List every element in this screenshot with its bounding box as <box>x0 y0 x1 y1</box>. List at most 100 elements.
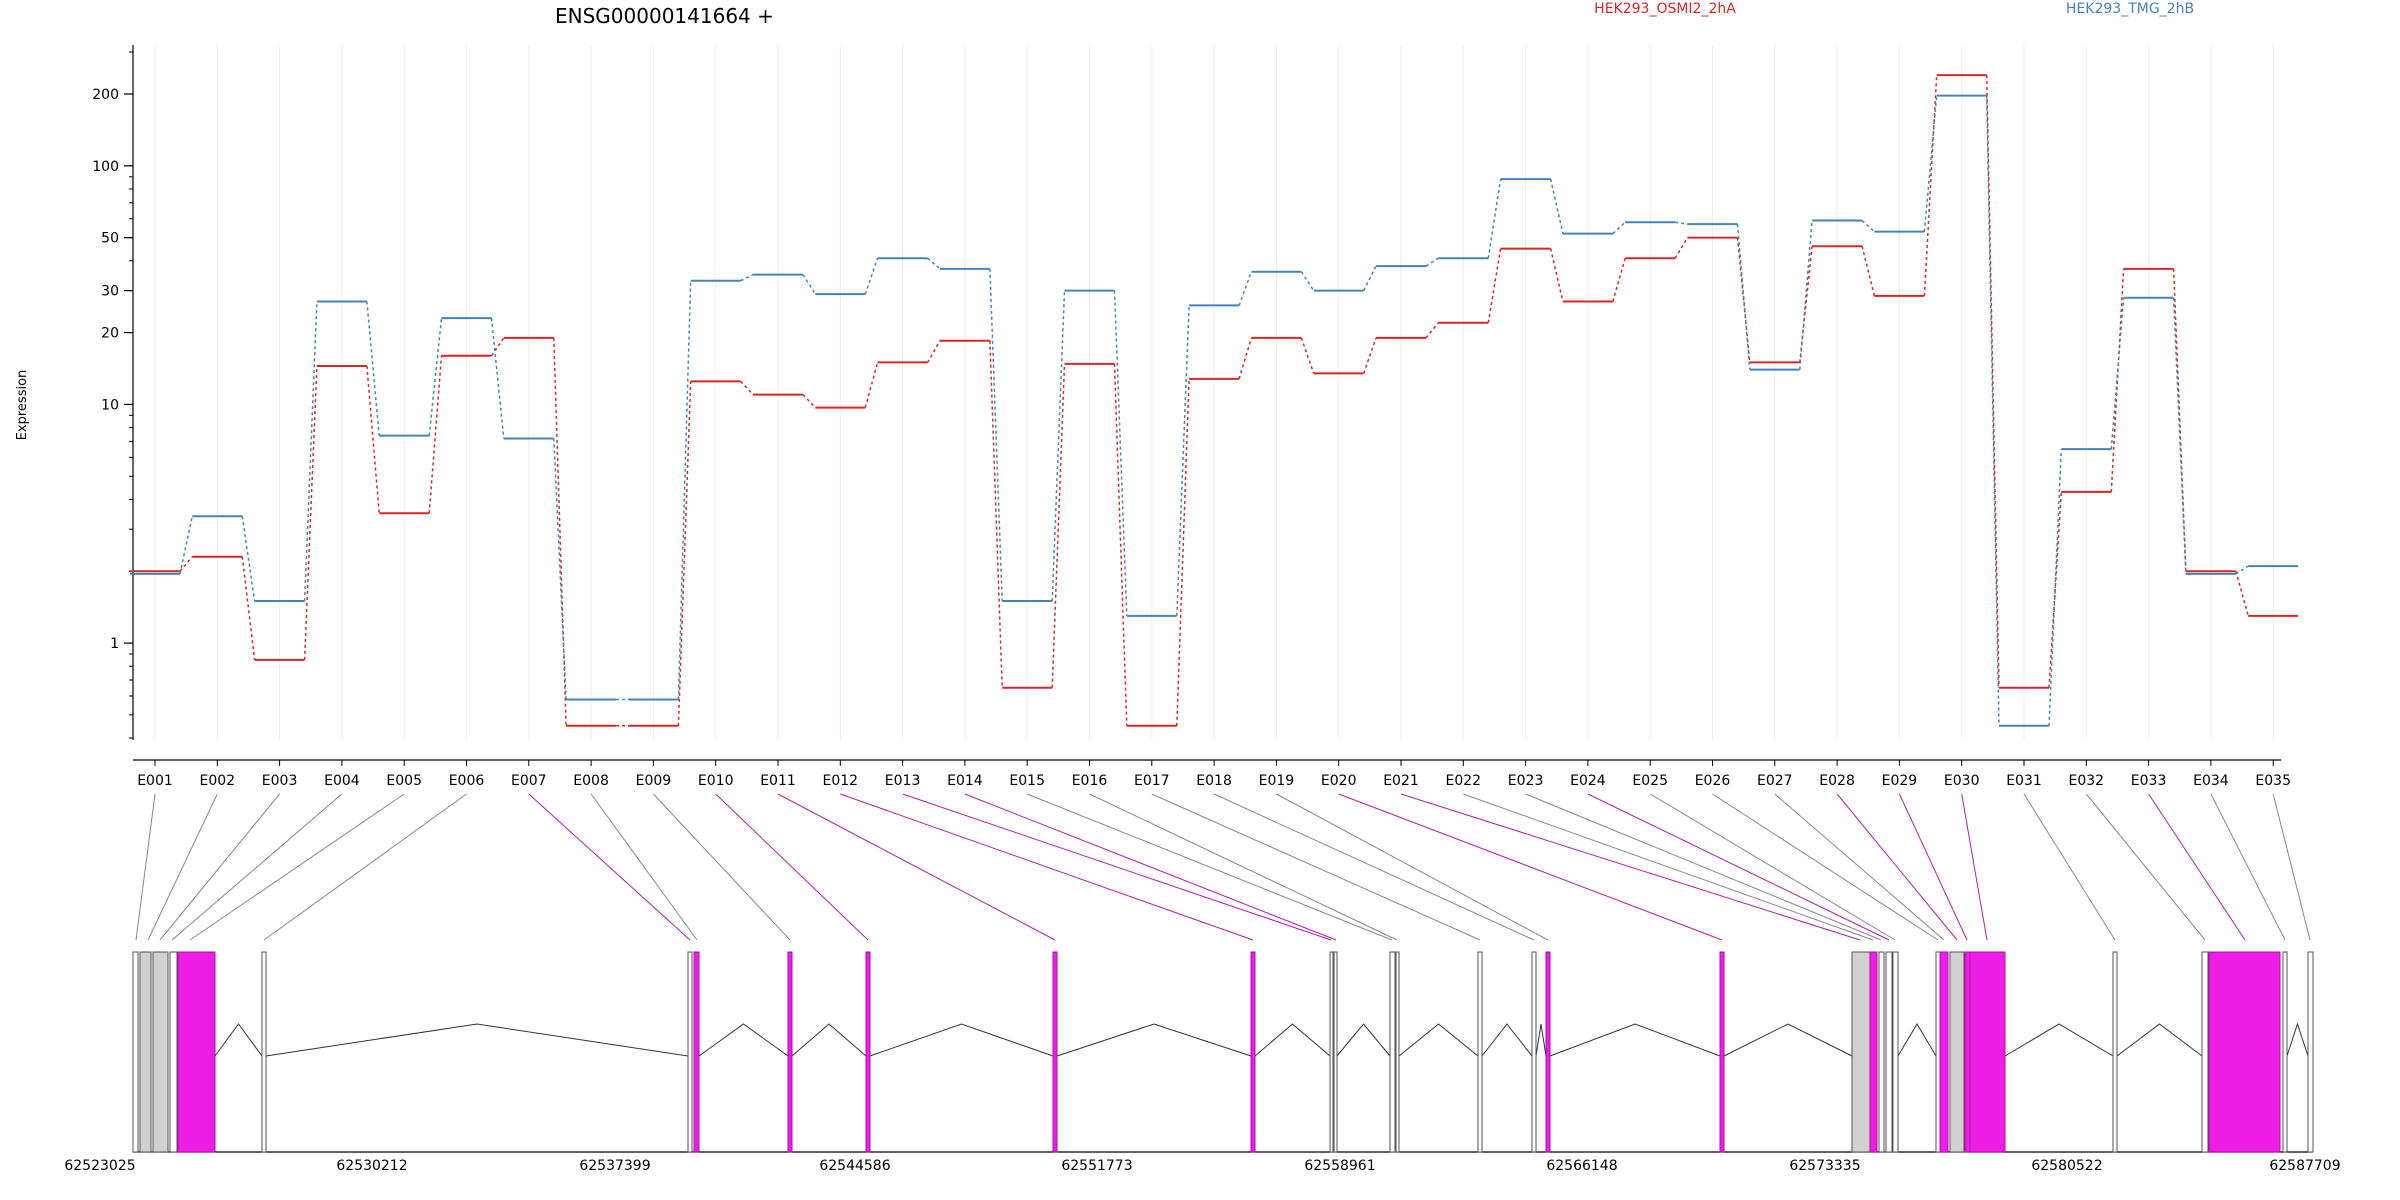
exon-connector <box>777 793 1056 941</box>
exon-connector <box>1774 793 1945 941</box>
intron-line <box>1535 1023 1547 1057</box>
exon <box>1878 951 1885 1153</box>
series-connector <box>2235 571 2249 617</box>
y-tick-label: 10 <box>101 397 119 413</box>
series-connector <box>926 340 941 363</box>
intron-line <box>265 1023 689 1057</box>
series-connector <box>2172 297 2187 574</box>
exon-connector <box>1961 793 1988 941</box>
exon <box>1333 951 1338 1153</box>
exon-connector <box>964 793 1337 941</box>
x-tick-label: E008 <box>573 773 609 789</box>
intron-line <box>2286 1022 2309 1057</box>
exon-connector <box>1213 793 1535 941</box>
series-connector <box>1736 224 1751 370</box>
x-tick-label: E035 <box>2255 773 2291 789</box>
series-connector <box>179 556 193 572</box>
series-connector <box>2048 491 2063 688</box>
x-tick-label: E024 <box>1570 773 1606 789</box>
exon-connector <box>1089 793 1398 941</box>
series-connector <box>490 318 505 439</box>
series-connector <box>1300 337 1315 374</box>
x-tick-label: E026 <box>1695 773 1731 789</box>
exon-connector <box>1587 793 1890 941</box>
exon-connector <box>1836 793 1958 941</box>
exon-connector <box>171 793 343 941</box>
series-connector <box>241 556 256 660</box>
genome-coordinate-label: 62551773 <box>1061 1158 1132 1174</box>
x-tick-label: E017 <box>1134 773 1170 789</box>
exon <box>169 951 178 1153</box>
exon-connector <box>653 793 791 941</box>
series-connector <box>1923 75 1938 296</box>
series-HEK293_TMG_2hB <box>130 94 2299 727</box>
exon-connector <box>1027 793 1393 941</box>
exon <box>1395 951 1400 1153</box>
x-tick-label: E030 <box>1944 773 1980 789</box>
intron-line <box>2116 1023 2203 1057</box>
series-connector <box>1612 221 1626 235</box>
series-connector <box>864 362 879 408</box>
series-connector <box>1176 378 1190 726</box>
intron-line <box>1254 1023 1331 1057</box>
exon-connector <box>902 793 1332 941</box>
x-tick-label: E016 <box>1072 773 1108 789</box>
series-connector <box>740 380 754 396</box>
y-tick-label: 1 <box>110 636 119 652</box>
intron-line <box>2004 1023 2114 1057</box>
genome-coordinate-label: 62587709 <box>2269 1158 2340 1174</box>
series-connector <box>1549 248 1564 302</box>
series-connector <box>1675 221 1688 225</box>
exon-connector <box>1525 793 1882 941</box>
series-connector <box>179 516 194 575</box>
series-connector <box>1861 219 1875 233</box>
exon-highlighted <box>2208 951 2281 1153</box>
exon-connector <box>1649 793 1896 941</box>
series-connector <box>366 365 380 514</box>
intron-line <box>1481 1023 1533 1057</box>
exon-connector <box>2148 793 2246 941</box>
series-connector <box>1363 265 1377 291</box>
series-connector <box>1362 337 1377 374</box>
genome-coordinate-label: 62537399 <box>579 1158 650 1174</box>
exon <box>1329 951 1334 1153</box>
series-connector <box>1113 290 1128 616</box>
exon <box>2307 951 2314 1153</box>
exon-connector <box>2210 793 2286 941</box>
legend-entry: HEK293_TMG_2hB <box>2066 1 2194 17</box>
exon-connector <box>1338 793 1723 941</box>
x-tick-label: E027 <box>1757 773 1793 789</box>
exon-highlighted <box>1869 951 1878 1153</box>
y-tick-label: 30 <box>101 284 119 300</box>
intron-line <box>791 1023 867 1057</box>
series-connector <box>864 257 879 295</box>
exon-connector <box>1712 793 1939 941</box>
series-connector <box>1238 337 1253 380</box>
series-connector <box>802 394 816 409</box>
genome-coordinate-label: 62580522 <box>2031 1158 2102 1174</box>
exon-fill <box>152 951 169 1153</box>
series-connector <box>2048 449 2063 726</box>
exon-highlighted <box>1545 951 1551 1153</box>
series-connector <box>303 301 318 602</box>
x-tick-label: E028 <box>1819 773 1855 789</box>
x-tick-label: E018 <box>1196 773 1232 789</box>
exon <box>1885 951 1893 1153</box>
exon <box>1477 951 1483 1153</box>
exon-fill <box>139 951 152 1153</box>
intron-line <box>869 1023 1054 1057</box>
intron-line <box>1398 1023 1479 1057</box>
series-connector <box>553 337 567 726</box>
exon-connector <box>189 793 405 941</box>
exon <box>1389 951 1396 1153</box>
x-tick-label: E003 <box>262 773 298 789</box>
exon-highlighted <box>1250 951 1256 1153</box>
series-connector <box>428 318 443 436</box>
series-connector <box>989 340 1003 688</box>
series-connector <box>553 438 567 700</box>
x-tick-label: E033 <box>2131 773 2167 789</box>
exon-connector <box>2023 793 2116 941</box>
series-connector <box>1612 258 1626 302</box>
x-tick-label: E020 <box>1321 773 1357 789</box>
